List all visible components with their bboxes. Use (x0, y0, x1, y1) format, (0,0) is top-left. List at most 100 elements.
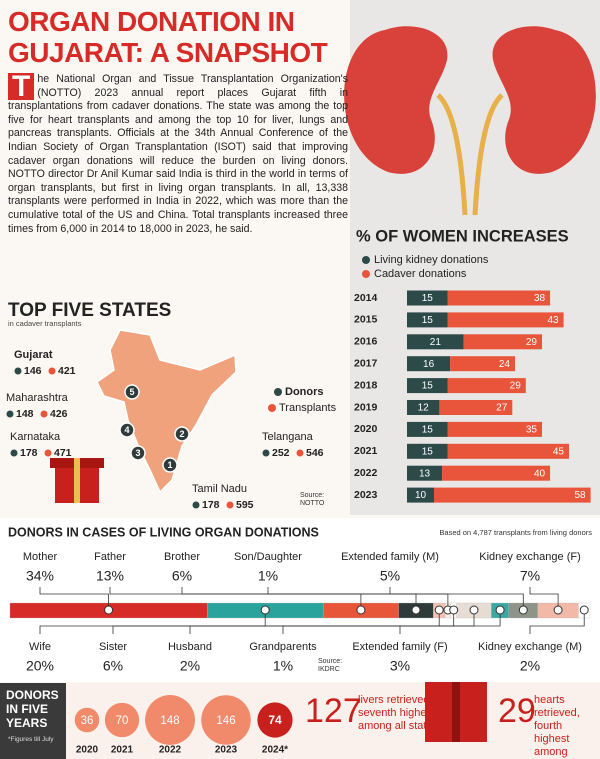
transplant-dot (226, 501, 234, 509)
value-label: 15 (422, 446, 434, 457)
segment-marker (449, 605, 459, 615)
segment-marker (411, 605, 421, 615)
value-label: 40 (534, 468, 546, 479)
leader-line (389, 587, 524, 610)
value-label: 21 (430, 337, 442, 348)
bar-segment (407, 334, 464, 350)
legend-label: Cadaver donations (374, 268, 467, 280)
chart-title: % OF WOMEN INCREASES (356, 227, 569, 245)
year-label: 2017 (354, 357, 378, 369)
share-label: 3% (390, 658, 410, 674)
transplant-value: 546 (306, 447, 324, 459)
share-label: 1% (258, 568, 278, 584)
source: Source: NOTTO (300, 492, 325, 507)
donor-category: Wife (29, 641, 51, 653)
year-label: 2019 (354, 401, 378, 413)
donor-dot (6, 410, 14, 418)
donor-category: Father (94, 551, 126, 563)
value-label: 43 (547, 315, 559, 326)
legend-label: Donors (285, 386, 324, 398)
donor-category: Mother (23, 551, 58, 563)
years-box (0, 683, 66, 759)
value-label: 58 (574, 490, 586, 501)
highlight-number: 127 (305, 692, 362, 730)
value-label: 15 (422, 425, 434, 436)
highlight-number: 29 (498, 692, 536, 730)
year-label: 2022 (354, 467, 378, 479)
transplant-value: 471 (54, 447, 72, 459)
value-label: 13 (419, 468, 431, 479)
value-label: 38 (534, 293, 546, 304)
bubble-label: 36 (81, 715, 94, 727)
value-label: 12 (418, 403, 430, 414)
year-label: 2022 (159, 745, 182, 756)
rank-number: 2 (179, 429, 184, 439)
kidney (492, 26, 596, 174)
bar-segment (434, 487, 591, 503)
leader-line (112, 610, 475, 634)
transplant-dot (40, 410, 48, 418)
india-map (96, 329, 237, 494)
segment-marker (469, 605, 479, 615)
year-label: 2014 (354, 292, 378, 304)
share-label: 20% (26, 658, 54, 674)
donor-value: 148 (16, 408, 34, 420)
legend-label: Transplants (279, 402, 337, 414)
segment-marker (356, 605, 366, 615)
leader-line (399, 610, 501, 634)
state-name: Telangana (262, 431, 314, 443)
state-name: Karnataka (10, 431, 61, 443)
bar-segment (450, 356, 515, 372)
bar-segment (407, 290, 448, 306)
bar-segment (407, 465, 443, 481)
rank-marker (162, 457, 178, 473)
year-label: 2015 (354, 314, 378, 326)
share-label: 13% (96, 568, 124, 584)
segment-marker (104, 605, 114, 615)
highlight-text: hearts retrieved, fourth highest among s… (534, 694, 580, 758)
bar-segment (407, 421, 448, 437)
year-label: 2023 (354, 489, 378, 501)
leader-line (529, 587, 559, 610)
donor-dot (14, 367, 22, 375)
legend-dot (362, 270, 370, 278)
transplant-dot (44, 449, 52, 457)
bar-segment (407, 378, 448, 394)
highlight-text: livers retrieved, seventh highest among … (358, 694, 439, 732)
bar-segment (407, 443, 448, 459)
donor-value: 146 (24, 365, 42, 377)
share-label: 34% (26, 568, 54, 584)
segment-marker (579, 605, 589, 615)
bar-segment (407, 400, 440, 415)
bubble (257, 702, 293, 738)
donor-category: Son/Daughter (234, 551, 302, 563)
rank-marker (124, 384, 140, 400)
bar-segment (447, 443, 569, 459)
year-label: 2024* (262, 745, 288, 756)
donor-category: Sister (99, 641, 127, 653)
value-label: 16 (423, 359, 435, 370)
donor-category: Brother (164, 551, 200, 563)
share-label: 1% (273, 658, 293, 674)
bubble-label: 146 (216, 715, 235, 727)
bar-segment (407, 356, 451, 372)
ureter (436, 93, 504, 216)
bar-segment (447, 421, 542, 437)
value-label: 29 (510, 381, 522, 392)
gift-ribbon (452, 682, 460, 742)
segment-marker (518, 605, 528, 615)
leader-line (267, 587, 449, 610)
year-label: 2021 (354, 445, 378, 457)
year-label: 2020 (354, 423, 378, 435)
donor-category: Kidney exchange (M) (478, 641, 582, 653)
donor-value: 252 (272, 447, 290, 459)
legend-label: Living kidney donations (374, 254, 489, 266)
title-line: GUJARAT: A SNAPSHOT (8, 37, 328, 68)
bar-segment (447, 312, 564, 328)
year-label: 2023 (215, 745, 238, 756)
article: The National Organ and Tissue Transplant… (8, 70, 348, 235)
legend-dot (274, 388, 282, 396)
year-label: 2016 (354, 336, 378, 348)
